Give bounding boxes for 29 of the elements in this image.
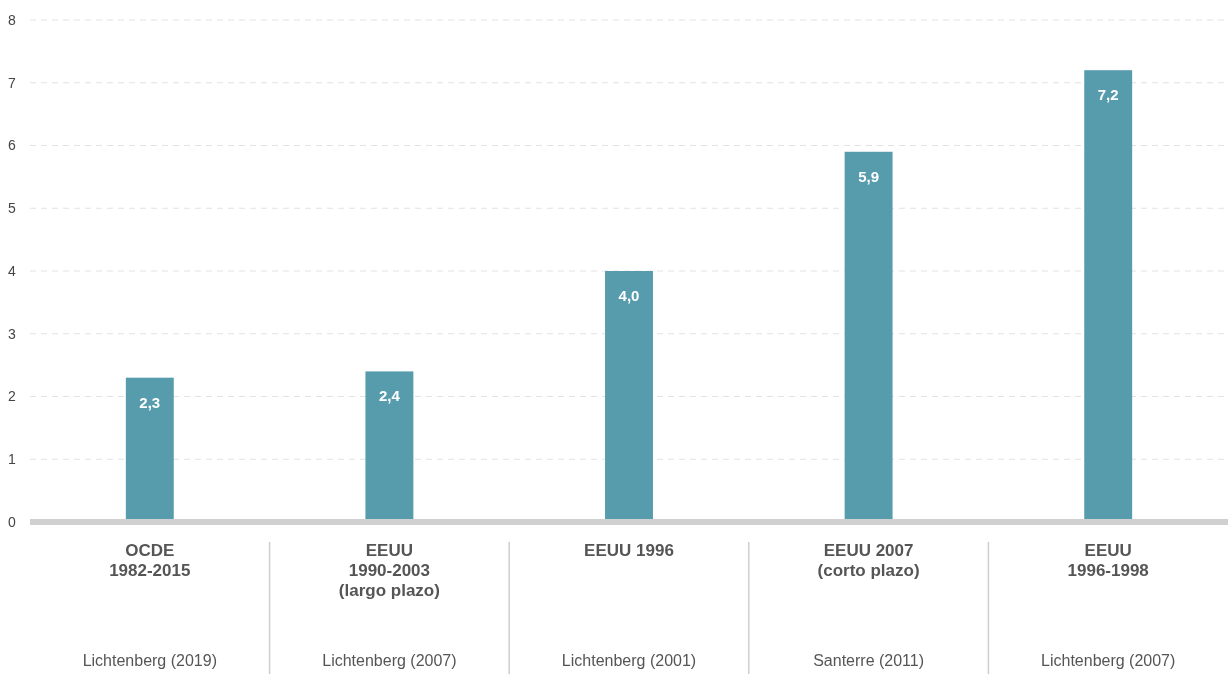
y-tick-label: 5 (8, 200, 17, 217)
bar (844, 151, 893, 522)
text: Lichtenberg (2001) (561, 652, 697, 669)
data-label: 2,3 (139, 393, 161, 411)
text: Lichtenberg (2019) (82, 652, 217, 669)
data-label: 4,0 (618, 287, 640, 304)
bar (365, 371, 414, 522)
x-tick-label: OCDE 1982-2015 (109, 541, 191, 580)
bar (605, 271, 653, 522)
bar (1084, 70, 1133, 522)
y-tick-label: 8 (8, 11, 17, 28)
text: Lichtenberg (2007) (322, 652, 457, 669)
data-label: 7,2 (1097, 86, 1119, 104)
x-tick-label: EEUU 2007 (corto plazo) (817, 541, 920, 580)
x-tick-label: EEUU 1990-2003 (largo plazo) (338, 541, 440, 600)
y-tick-label: 3 (8, 325, 17, 342)
data-label: 5,9 (858, 167, 880, 185)
y-tick-label: 4 (8, 262, 17, 279)
y-tick-label: 2 (8, 388, 17, 405)
y-tick-label: 6 (8, 137, 17, 154)
data-label: 2,4 (378, 387, 401, 405)
x-tick-label: EEUU 1996-1998 (1067, 541, 1149, 580)
y-tick-label: 1 (8, 451, 17, 468)
x-tick-label: EEUU 1996 (584, 541, 674, 560)
text: Santerre (2011) (813, 652, 925, 669)
y-tick-label: 0 (8, 513, 17, 530)
y-tick-label: 7 (8, 74, 17, 91)
bar (125, 377, 174, 522)
text: Lichtenberg (2007) (1041, 652, 1176, 669)
